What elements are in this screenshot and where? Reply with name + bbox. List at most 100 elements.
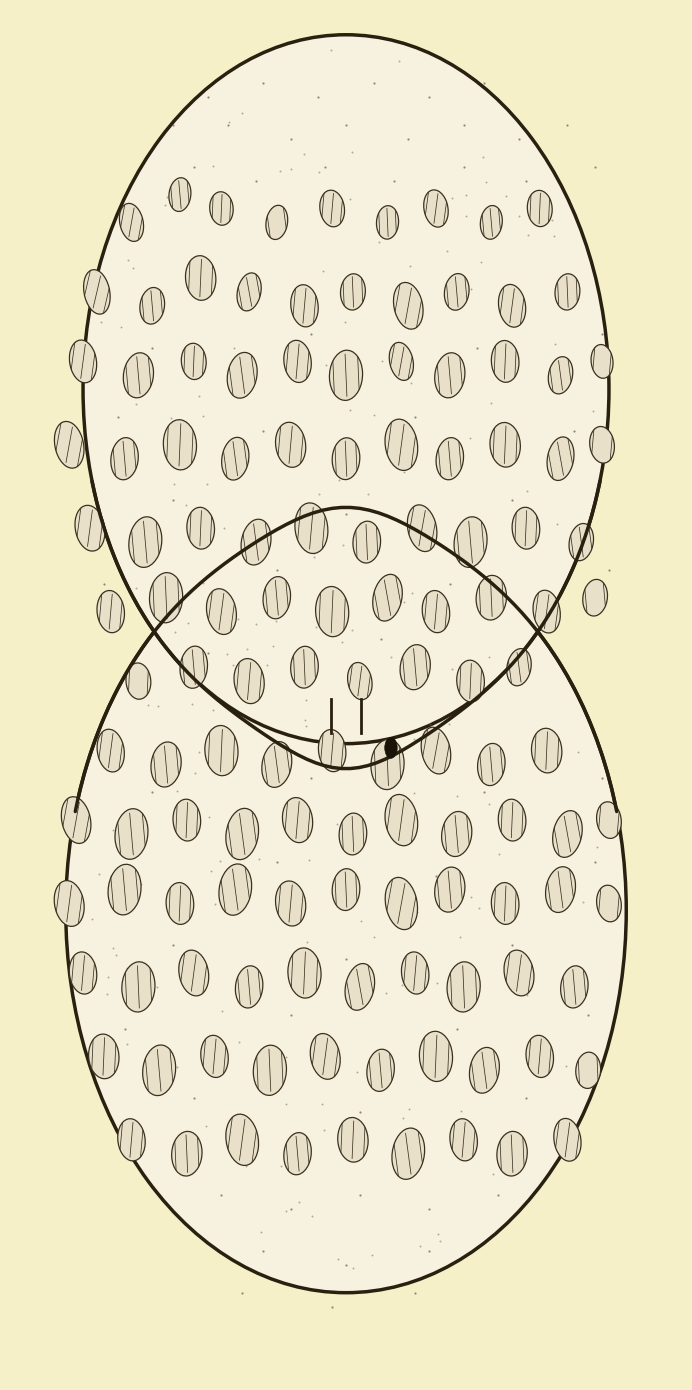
Ellipse shape [275,881,306,926]
Ellipse shape [316,587,349,637]
Ellipse shape [163,420,197,470]
Ellipse shape [332,869,360,910]
Ellipse shape [553,810,582,858]
Ellipse shape [227,353,257,398]
Ellipse shape [253,1045,286,1095]
Ellipse shape [84,270,110,314]
Ellipse shape [490,423,520,467]
Ellipse shape [444,274,469,310]
Ellipse shape [561,966,588,1008]
Ellipse shape [385,737,397,758]
Ellipse shape [424,190,448,227]
Ellipse shape [89,1034,119,1079]
Ellipse shape [55,421,84,468]
Ellipse shape [480,206,502,239]
Ellipse shape [441,812,472,856]
Ellipse shape [284,341,311,382]
Ellipse shape [320,190,345,227]
Ellipse shape [149,573,183,623]
Ellipse shape [108,865,141,915]
Ellipse shape [310,1034,340,1079]
Ellipse shape [591,345,613,378]
Ellipse shape [554,1119,581,1161]
Ellipse shape [62,796,91,844]
Ellipse shape [206,589,237,634]
Ellipse shape [385,877,417,930]
Ellipse shape [111,438,138,480]
Ellipse shape [408,505,437,552]
Ellipse shape [583,580,608,616]
Ellipse shape [123,353,154,398]
Ellipse shape [172,1131,202,1176]
Ellipse shape [436,438,464,480]
Ellipse shape [422,591,450,632]
Ellipse shape [143,1045,176,1095]
Ellipse shape [151,742,181,787]
Ellipse shape [166,883,194,924]
Ellipse shape [385,795,418,845]
Ellipse shape [498,799,526,841]
Ellipse shape [400,645,430,689]
Ellipse shape [504,951,534,995]
Ellipse shape [69,341,97,382]
Ellipse shape [545,867,576,912]
Ellipse shape [477,744,505,785]
Ellipse shape [569,524,594,560]
Ellipse shape [173,799,201,841]
Ellipse shape [234,659,264,703]
Ellipse shape [469,1048,500,1093]
Ellipse shape [376,206,399,239]
Ellipse shape [454,517,487,567]
Ellipse shape [527,190,552,227]
Ellipse shape [367,1049,394,1091]
Ellipse shape [66,528,626,1293]
Ellipse shape [129,517,162,567]
Ellipse shape [140,288,165,324]
Ellipse shape [97,730,125,771]
Ellipse shape [181,343,206,379]
Ellipse shape [491,341,519,382]
Ellipse shape [526,1036,554,1077]
Ellipse shape [340,274,365,310]
Ellipse shape [497,1131,527,1176]
Ellipse shape [590,427,614,463]
Ellipse shape [226,1115,259,1165]
Ellipse shape [219,865,252,915]
Ellipse shape [180,646,208,688]
Ellipse shape [282,798,313,842]
Ellipse shape [54,881,84,926]
Ellipse shape [555,274,580,310]
Ellipse shape [498,285,526,327]
Ellipse shape [332,438,360,480]
Ellipse shape [435,353,465,398]
Ellipse shape [457,660,484,702]
Ellipse shape [347,663,372,699]
Ellipse shape [235,966,263,1008]
Ellipse shape [373,574,402,621]
Ellipse shape [318,730,346,771]
Ellipse shape [97,591,125,632]
Ellipse shape [185,256,216,300]
Ellipse shape [120,203,143,242]
Ellipse shape [597,885,621,922]
Ellipse shape [339,813,367,855]
Ellipse shape [201,1036,228,1077]
Ellipse shape [187,507,215,549]
Ellipse shape [263,577,291,619]
Ellipse shape [419,1031,453,1081]
Ellipse shape [275,423,306,467]
Ellipse shape [205,726,238,776]
Ellipse shape [237,272,261,311]
Ellipse shape [83,35,609,744]
Ellipse shape [390,342,413,381]
Ellipse shape [75,506,105,550]
Ellipse shape [210,192,233,225]
Ellipse shape [447,962,480,1012]
Ellipse shape [371,739,404,790]
Ellipse shape [476,575,507,620]
Ellipse shape [291,646,318,688]
Ellipse shape [115,809,148,859]
Ellipse shape [126,663,151,699]
Ellipse shape [512,507,540,549]
Ellipse shape [118,1119,145,1161]
